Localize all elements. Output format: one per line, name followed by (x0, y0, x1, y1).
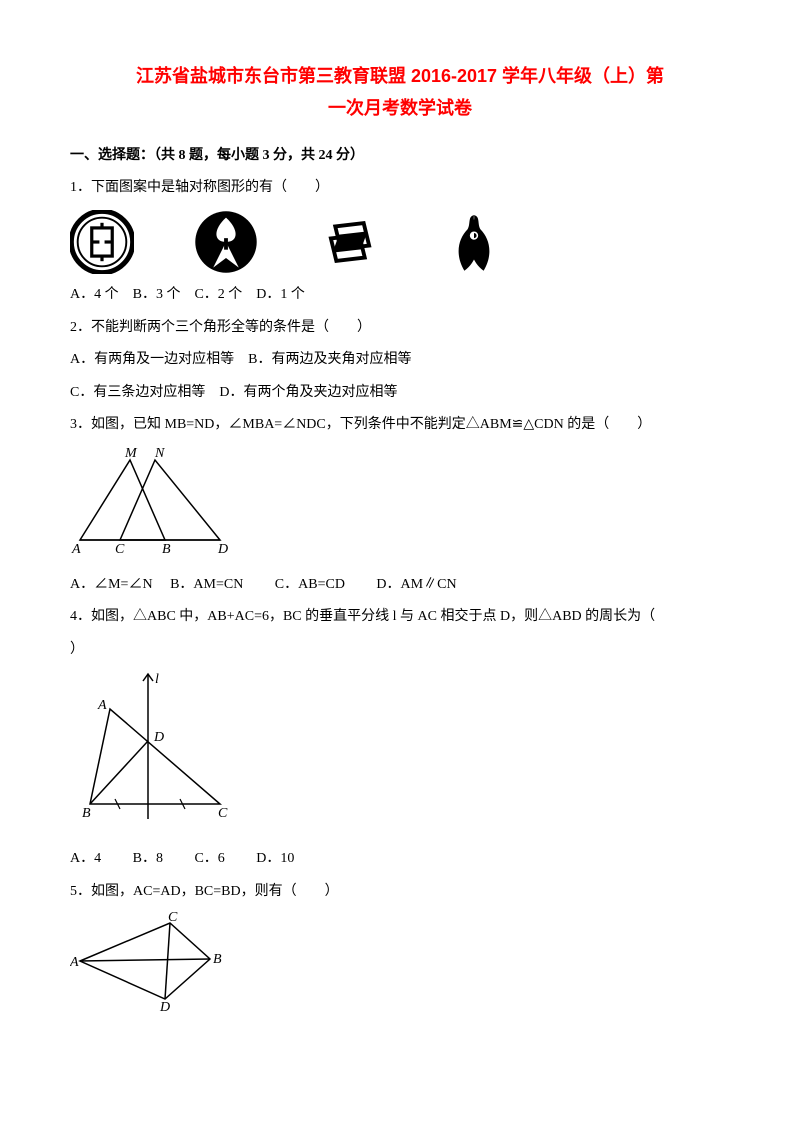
bank-logo-icon-1 (70, 210, 134, 274)
label-A: A (71, 542, 81, 555)
q4-options: A．4 B．8 C．6 D．10 (70, 846, 730, 873)
q2-options-ab: A．有两角及一边对应相等 B．有两边及夹角对应相等 (70, 347, 730, 374)
q4-text-1: 4．如图，△ABC 中，AB+AC=6，BC 的垂直平分线 l 与 AC 相交于… (70, 604, 730, 631)
q2-text: 2．不能判断两个三个角形全等的条件是（ ） (70, 315, 730, 342)
label-A5: A (70, 955, 79, 970)
q5-text: 5．如图，AC=AD，BC=BD，则有（ ） (70, 879, 730, 906)
q1-options: A．4 个 B．3 个 C．2 个 D．1 个 (70, 282, 730, 309)
label-C: C (115, 542, 125, 555)
label-D: D (217, 542, 228, 555)
people-logo-icon (442, 210, 506, 274)
q3-figure: M N A C B D (70, 445, 730, 566)
q4-figure: l A D B C (70, 669, 730, 840)
q1-text: 1．下面图案中是轴对称图形的有（ ） (70, 175, 730, 202)
q5-figure: A B C D (70, 911, 730, 1022)
label-l: l (155, 672, 159, 687)
label-B: B (162, 542, 171, 555)
q2-options-cd: C．有三条边对应相等 D．有两个角及夹边对应相等 (70, 380, 730, 407)
label-C5: C (168, 911, 178, 925)
label-B5: B (213, 952, 222, 967)
label-D5: D (159, 1000, 170, 1011)
section-1-heading: 一、选择题：（共 8 题，每小题 3 分，共 24 分） (70, 143, 730, 170)
label-D4: D (153, 730, 164, 745)
q3-options: A．∠M=∠N B．AM=CN C．AB=CD D．AM∥CN (70, 572, 730, 599)
label-B4: B (82, 806, 91, 821)
q1-logo-row (70, 210, 730, 274)
label-M: M (124, 446, 138, 461)
label-C4: C (218, 806, 228, 821)
label-N: N (154, 446, 165, 461)
label-A4: A (97, 698, 107, 713)
q4-text-2: ） (70, 637, 730, 664)
mobile-logo-icon (318, 210, 382, 274)
q3-text: 3．如图，已知 MB=ND，∠MBA=∠NDC，下列条件中不能判定△ABM≌△C… (70, 412, 730, 439)
page-title-line1: 江苏省盐城市东台市第三教育联盟 2016-2017 学年八年级（上）第 (136, 66, 664, 86)
page-title-line2: 一次月考数学试卷 (328, 98, 472, 118)
bank-logo-icon-2 (194, 210, 258, 274)
